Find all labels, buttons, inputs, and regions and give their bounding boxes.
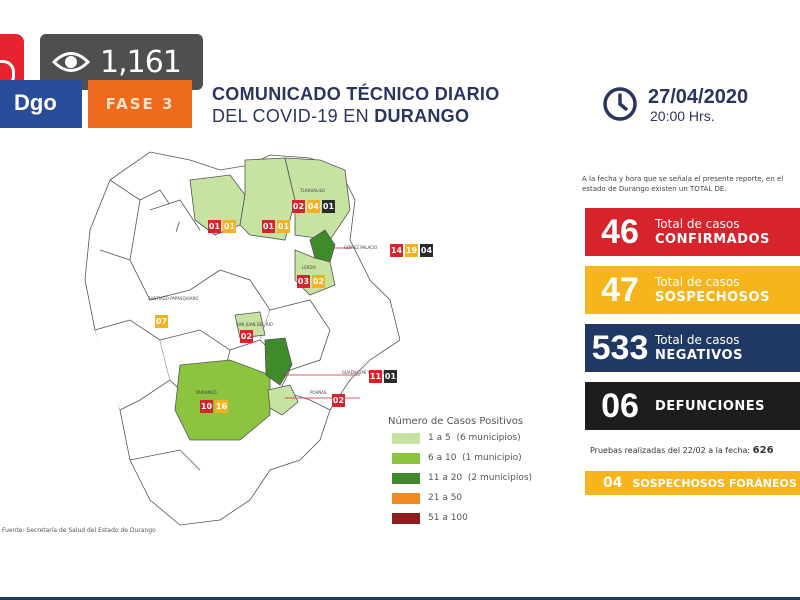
- legend-title: Número de Casos Positivos: [388, 416, 524, 427]
- report-time: 20:00 Hrs.: [650, 108, 715, 124]
- label-santiago: SANTIAGO PAPASQUIARO: [148, 296, 199, 301]
- label-poanas: POANAS: [310, 390, 327, 395]
- legend-swatch: [392, 512, 420, 524]
- report-title: COMUNICADO TÉCNICO DIARIO: [212, 84, 500, 104]
- badge-santiago-suspected: 07: [155, 315, 168, 328]
- badge-tepehuanes-confirmed: 01: [208, 220, 221, 233]
- badge-lerdo-suspected: 02: [312, 275, 325, 288]
- legend-swatch: [392, 472, 420, 484]
- report-date: 27/04/2020: [648, 86, 749, 108]
- stat-suspected: 47 Total de casos SOSPECHOSOS: [585, 266, 800, 314]
- foreign-suspected: 04 SOSPECHOSOS FORÁNEOS: [585, 471, 800, 495]
- summary-intro: A la fecha y hora que se señala el prese…: [582, 175, 784, 193]
- region-gomez-palacio: [309, 229, 336, 263]
- bottom-bar: [0, 597, 800, 600]
- badge-gomez-suspected: 19: [405, 244, 418, 257]
- badge-tlahualilo-deaths: 01: [322, 200, 335, 213]
- badge-tlahualilo-suspected: 04: [307, 200, 320, 213]
- label-tlahualilo: TLAHUALILO: [300, 188, 325, 193]
- badge-mapimi-confirmed: 01: [262, 220, 275, 233]
- tests-count: Pruebas realizadas del 22/02 a la fecha:…: [590, 445, 774, 456]
- label-guadalupe-victoria: GUADALUPE VICTORIA: [342, 370, 387, 375]
- badge-tlahualilo-confirmed: 02: [292, 200, 305, 213]
- legend-swatch: [392, 432, 420, 444]
- label-sanjuan: SAN JUAN DEL RÍO: [236, 322, 273, 327]
- legend-item: 11 a 20 (2 municipios): [392, 472, 532, 484]
- label-lerdo: LERDO: [302, 265, 316, 270]
- stat-deaths: 06 DEFUNCIONES: [585, 382, 800, 430]
- badge-tepehuanes-suspected: 01: [223, 220, 236, 233]
- source-note: Fuente: Secretaría de Salud del Estado d…: [2, 527, 156, 534]
- badge-victoria-confirmed: 11: [369, 370, 382, 383]
- label-gomez-palacio: GÓMEZ PALACIO: [344, 245, 378, 250]
- clock-icon: [603, 87, 637, 121]
- durango-map: [84, 151, 400, 526]
- legend-item: 6 a 10 (1 municipio): [392, 452, 522, 464]
- phase-badge: FASE 3: [88, 80, 192, 128]
- durango-logo: Dgo: [0, 80, 82, 128]
- badge-mapimi-suspected: 01: [277, 220, 290, 233]
- legend-item: 51 a 100: [392, 512, 468, 524]
- legend-item: 21 a 50: [392, 492, 462, 504]
- legend-swatch: [392, 492, 420, 504]
- region-poanas: [267, 384, 299, 416]
- badge-durango-confirmed: 10: [200, 400, 213, 413]
- badge-sanjuan-confirmed: 02: [240, 330, 253, 343]
- view-count: 1,161: [100, 44, 182, 80]
- stat-confirmed: 46 Total de casos CONFIRMADOS: [585, 208, 800, 256]
- eye-icon: [52, 52, 90, 72]
- badge-victoria-deaths: 01: [384, 370, 397, 383]
- label-durango: DURANGO: [196, 390, 217, 395]
- badge-gomez-deaths: 04: [420, 244, 433, 257]
- legend-swatch: [392, 452, 420, 464]
- legend-item: 1 a 5 (6 municipios): [392, 432, 521, 444]
- report-subtitle: DEL COVID-19 EN DURANGO: [212, 106, 470, 126]
- stat-negative: 533 Total de casos NEGATIVOS: [585, 324, 800, 372]
- badge-durango-suspected: 16: [215, 400, 228, 413]
- badge-poanas-confirmed: 02: [332, 394, 345, 407]
- view-counter: 1,161: [40, 34, 203, 90]
- badge-gomez-confirmed: 14: [390, 244, 403, 257]
- badge-lerdo-confirmed: 03: [297, 275, 310, 288]
